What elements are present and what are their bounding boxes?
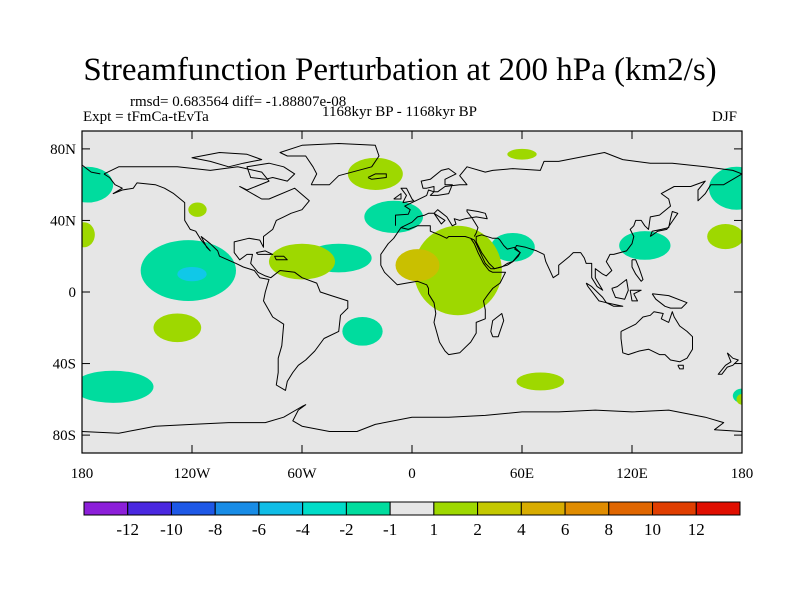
colorbar-label: -10 bbox=[160, 520, 183, 539]
anomaly-region bbox=[82, 166, 114, 203]
colorbar-swatch bbox=[214, 501, 260, 516]
colorbar-label: 2 bbox=[473, 520, 482, 539]
lat-tick-label: 40S bbox=[53, 357, 76, 373]
anomaly-region bbox=[709, 166, 742, 210]
coastline bbox=[103, 166, 349, 391]
colorbar-swatch bbox=[564, 501, 610, 516]
anomaly-region bbox=[269, 243, 335, 280]
lat-tick-label: 80S bbox=[53, 428, 76, 444]
coastline bbox=[400, 187, 415, 204]
colorbar-label: -6 bbox=[252, 520, 266, 539]
coastline bbox=[393, 193, 402, 200]
colorbar-label: -2 bbox=[339, 520, 353, 539]
anomaly-region bbox=[395, 249, 440, 282]
colorbar-swatch bbox=[695, 501, 741, 516]
anomaly-region bbox=[619, 231, 671, 260]
colorbar-swatch bbox=[345, 501, 391, 516]
lon-tick-label: 180 bbox=[71, 466, 94, 482]
colorbar-label: 8 bbox=[605, 520, 614, 539]
colorbar-label: -12 bbox=[116, 520, 139, 539]
colorbar-swatch bbox=[652, 501, 697, 516]
anomaly-region bbox=[177, 266, 207, 282]
colorbar-label: -4 bbox=[296, 520, 311, 539]
colorbar-label: 12 bbox=[688, 520, 705, 539]
lon-tick-label: 120W bbox=[174, 466, 212, 482]
coastline bbox=[629, 289, 642, 302]
colorbar-swatch bbox=[302, 501, 347, 516]
coastline bbox=[367, 173, 387, 180]
lon-tick-label: 180 bbox=[731, 466, 754, 482]
colorbar-label: -8 bbox=[208, 520, 222, 539]
coastline bbox=[274, 255, 288, 261]
colorbar-swatch bbox=[433, 501, 479, 516]
anomaly-region bbox=[82, 370, 154, 403]
lon-tick-label: 120E bbox=[616, 466, 648, 482]
stats-label: rmsd= 0.683564 diff= -1.88807e-08 bbox=[130, 94, 347, 110]
chart-title: Streamfunction Perturbation at 200 hPa (… bbox=[83, 52, 717, 88]
period-label: 1168kyr BP - 1168kyr BP bbox=[322, 104, 478, 120]
coastline bbox=[279, 143, 380, 186]
lat-tick-label: 80N bbox=[50, 142, 76, 158]
colorbar-swatch bbox=[258, 501, 304, 516]
coastline bbox=[82, 404, 742, 434]
lat-tick-label: 40N bbox=[50, 213, 76, 229]
colorbar-swatch bbox=[389, 501, 435, 516]
colorbar-swatch bbox=[608, 501, 654, 516]
coastline bbox=[246, 162, 296, 182]
coastline bbox=[606, 302, 624, 307]
coastline bbox=[649, 211, 679, 237]
coastline bbox=[400, 209, 488, 237]
coastline bbox=[631, 259, 644, 282]
anomaly-region bbox=[188, 202, 207, 217]
anomaly-region bbox=[736, 393, 742, 405]
anomaly-region bbox=[153, 313, 202, 343]
coastline bbox=[717, 352, 739, 375]
anomaly-region bbox=[342, 317, 383, 346]
coastline bbox=[255, 250, 274, 255]
colorbar-label: 1 bbox=[430, 520, 439, 539]
colorbar-label: -1 bbox=[383, 520, 397, 539]
coastline bbox=[82, 164, 101, 175]
experiment-label: Expt = tFmCa-tEvTa bbox=[83, 109, 209, 125]
colorbar-label: 10 bbox=[644, 520, 661, 539]
coastline bbox=[490, 313, 505, 338]
map-content bbox=[82, 143, 742, 434]
colorbar-swatch bbox=[520, 501, 566, 516]
colorbar-swatch bbox=[477, 501, 522, 516]
colorbar-swatch bbox=[83, 501, 129, 516]
lon-tick-label: 0 bbox=[408, 466, 416, 482]
anomaly-region bbox=[516, 372, 565, 391]
coastline bbox=[611, 279, 629, 300]
colorbar-swatch bbox=[170, 501, 216, 516]
coastline bbox=[651, 293, 688, 309]
coastline bbox=[620, 311, 693, 363]
anomaly-region bbox=[507, 148, 537, 160]
coastline bbox=[380, 152, 742, 356]
anomaly-region bbox=[82, 222, 95, 248]
coastline bbox=[191, 152, 263, 168]
season-label: DJF bbox=[712, 109, 738, 125]
lon-tick-label: 60W bbox=[287, 466, 317, 482]
anomaly-region bbox=[707, 224, 742, 250]
colorbar-label: 6 bbox=[561, 520, 570, 539]
lon-tick-label: 60E bbox=[510, 466, 534, 482]
coastline bbox=[475, 234, 521, 270]
lat-tick-label: 0 bbox=[69, 285, 77, 301]
colorbar-label: 4 bbox=[517, 520, 526, 539]
coastline bbox=[677, 364, 684, 370]
colorbar-swatch bbox=[127, 501, 172, 516]
